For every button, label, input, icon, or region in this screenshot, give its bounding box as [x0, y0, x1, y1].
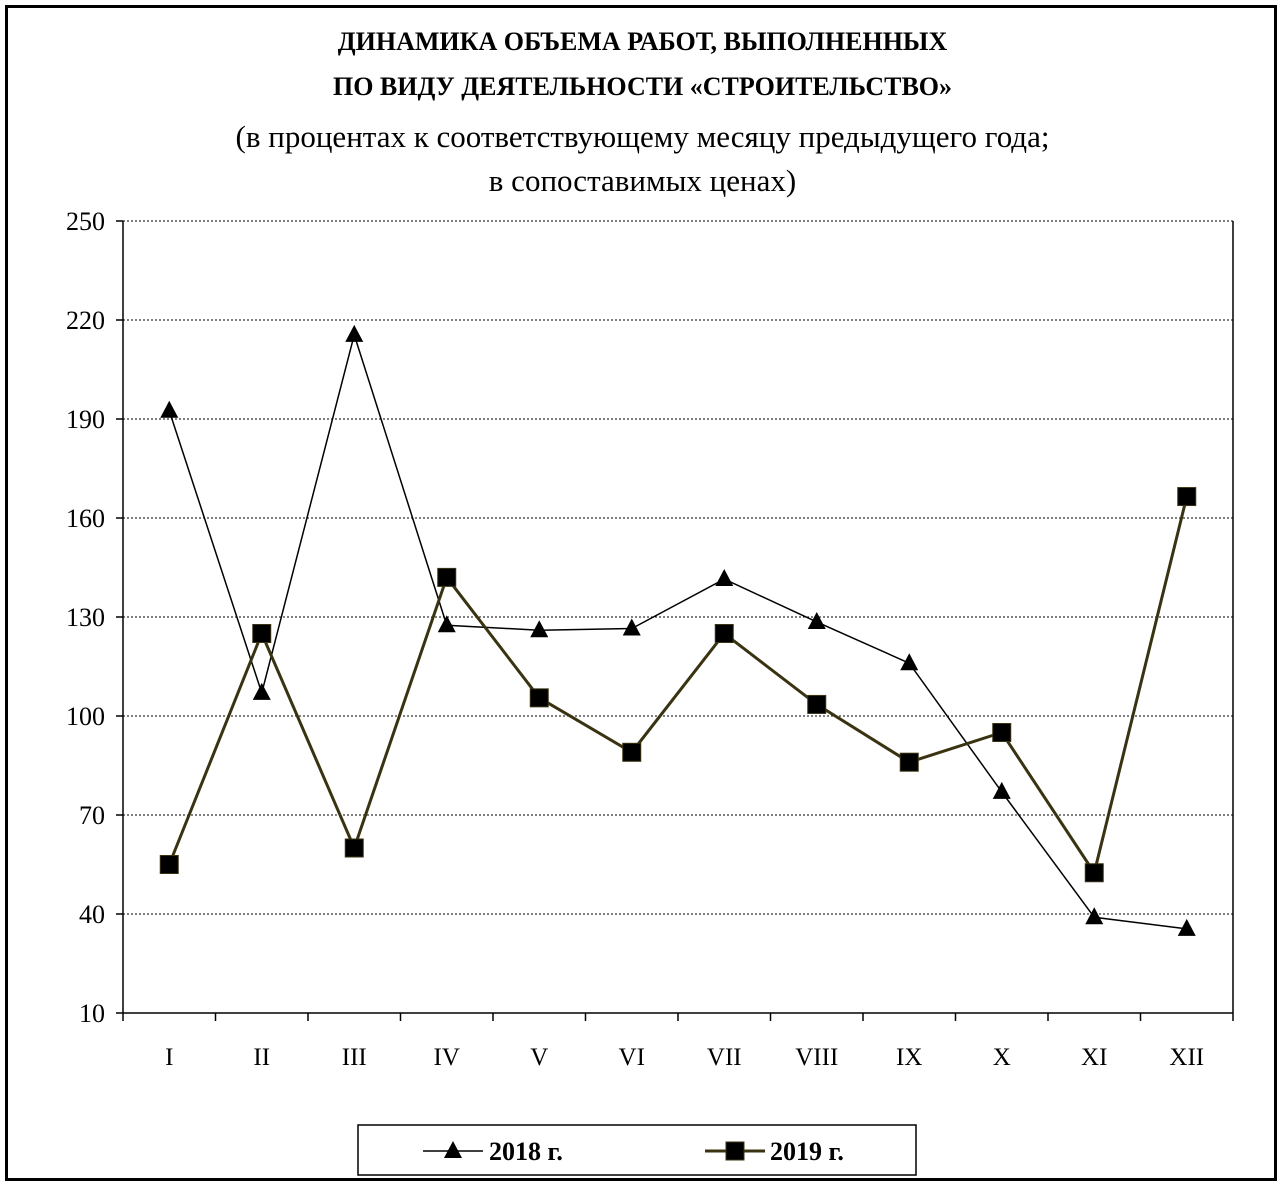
data-point	[1084, 863, 1104, 883]
y-tick-label: 10	[79, 999, 105, 1028]
data-point	[530, 620, 549, 638]
x-tick-label: VII	[707, 1044, 742, 1071]
x-tick-label: IX	[896, 1044, 922, 1071]
data-point	[345, 324, 364, 342]
chart-title-line-1: ДИНАМИКА ОБЪЕМА РАБОТ, ВЫПОЛНЕННЫХ	[337, 27, 948, 56]
data-point	[807, 694, 827, 714]
x-tick-label: VIII	[795, 1044, 838, 1071]
chart-subtitle-line-1: (в процентах к соответствующему месяцу п…	[235, 119, 1050, 154]
series-line	[167, 496, 1189, 877]
data-point	[252, 624, 272, 643]
data-point	[437, 615, 456, 633]
x-tick-label: XII	[1169, 1044, 1204, 1071]
y-tick-label: 40	[79, 900, 105, 929]
y-tick-label: 70	[79, 801, 105, 830]
y-tick-label: 250	[66, 207, 105, 236]
data-point	[992, 723, 1012, 742]
data-point	[992, 781, 1011, 799]
x-tick-label: XI	[1081, 1044, 1107, 1071]
x-tick-label: X	[993, 1044, 1011, 1071]
legend-marker	[725, 1141, 745, 1161]
series-2	[159, 487, 1197, 883]
data-point	[714, 624, 734, 643]
y-tick-label: 130	[66, 603, 105, 632]
y-tick-label: 160	[66, 504, 105, 533]
data-point	[529, 688, 549, 708]
y-tick-label: 220	[66, 306, 105, 335]
data-point	[807, 611, 826, 629]
data-point	[715, 569, 734, 587]
data-point	[622, 618, 641, 636]
series-group	[159, 324, 1197, 936]
x-tick-label: VI	[619, 1044, 645, 1071]
chart-title-line-2: ПО ВИДУ ДЕЯТЕЛЬНОСТИ «СТРОИТЕЛЬСТВО»	[332, 72, 953, 101]
data-point	[159, 855, 179, 874]
x-tick-label: IV	[434, 1044, 460, 1071]
data-point	[437, 567, 457, 587]
chart-frame	[5, 5, 1277, 1181]
legend-label: 2019 г.	[770, 1137, 844, 1166]
x-tick-label: III	[342, 1044, 367, 1071]
data-point	[344, 838, 364, 858]
data-point	[252, 682, 271, 700]
data-point	[899, 752, 919, 772]
data-point	[900, 653, 919, 671]
series-line	[168, 332, 1187, 930]
series-1	[160, 324, 1196, 936]
legend-label: 2018 г.	[489, 1137, 563, 1166]
data-point	[1085, 907, 1104, 925]
y-tick-label: 100	[66, 702, 105, 731]
x-tick-label: V	[530, 1044, 548, 1071]
data-point	[160, 400, 179, 418]
legend: 2018 г. 2019 г.	[357, 1124, 917, 1176]
x-tick-label: I	[165, 1044, 173, 1071]
data-point	[1177, 487, 1197, 507]
x-tick-label: II	[253, 1044, 270, 1071]
data-point	[1177, 918, 1196, 936]
legend-marker	[444, 1141, 462, 1158]
chart-subtitle-line-2: в сопоставимых ценах)	[488, 163, 797, 198]
y-tick-label: 190	[66, 405, 105, 434]
gridlines	[123, 220, 1233, 915]
data-point	[622, 742, 642, 762]
